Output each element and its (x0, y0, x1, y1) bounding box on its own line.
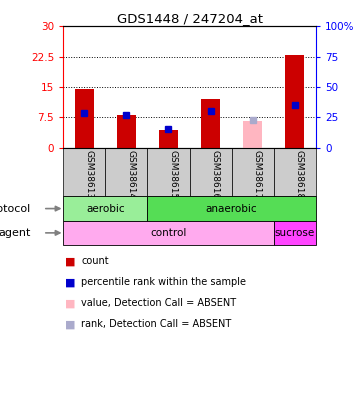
Text: GSM38616: GSM38616 (210, 150, 219, 200)
Bar (201, 99, 220, 148)
Text: GSM38618: GSM38618 (295, 150, 304, 200)
Bar (274, 148, 316, 196)
Text: GSM38615: GSM38615 (169, 150, 178, 200)
Text: agent: agent (0, 228, 30, 238)
Text: control: control (150, 228, 187, 238)
Bar (232, 148, 274, 196)
Text: protocol: protocol (0, 204, 30, 213)
Bar (147, 196, 316, 221)
Bar (105, 148, 147, 196)
Text: ■: ■ (65, 277, 76, 287)
Text: aerobic: aerobic (86, 204, 125, 213)
Text: rank, Detection Call = ABSENT: rank, Detection Call = ABSENT (81, 320, 231, 329)
Bar (243, 122, 262, 148)
Title: GDS1448 / 247204_at: GDS1448 / 247204_at (117, 12, 262, 25)
Bar (63, 148, 105, 196)
Text: anaerobic: anaerobic (206, 204, 257, 213)
Text: ■: ■ (65, 298, 76, 308)
Text: percentile rank within the sample: percentile rank within the sample (81, 277, 246, 287)
Bar (147, 148, 190, 196)
Text: GSM38614: GSM38614 (126, 150, 135, 199)
Bar (63, 221, 274, 245)
Bar (190, 148, 232, 196)
Text: ■: ■ (65, 320, 76, 329)
Bar (63, 196, 147, 221)
Text: value, Detection Call = ABSENT: value, Detection Call = ABSENT (81, 298, 236, 308)
Text: sucrose: sucrose (275, 228, 315, 238)
Text: count: count (81, 256, 109, 266)
Bar (75, 89, 94, 148)
Bar (274, 221, 316, 245)
Text: ■: ■ (65, 256, 76, 266)
Bar (285, 55, 304, 148)
Text: GSM38613: GSM38613 (84, 150, 93, 200)
Bar (159, 130, 178, 148)
Text: GSM38617: GSM38617 (253, 150, 262, 200)
Bar (117, 115, 136, 148)
